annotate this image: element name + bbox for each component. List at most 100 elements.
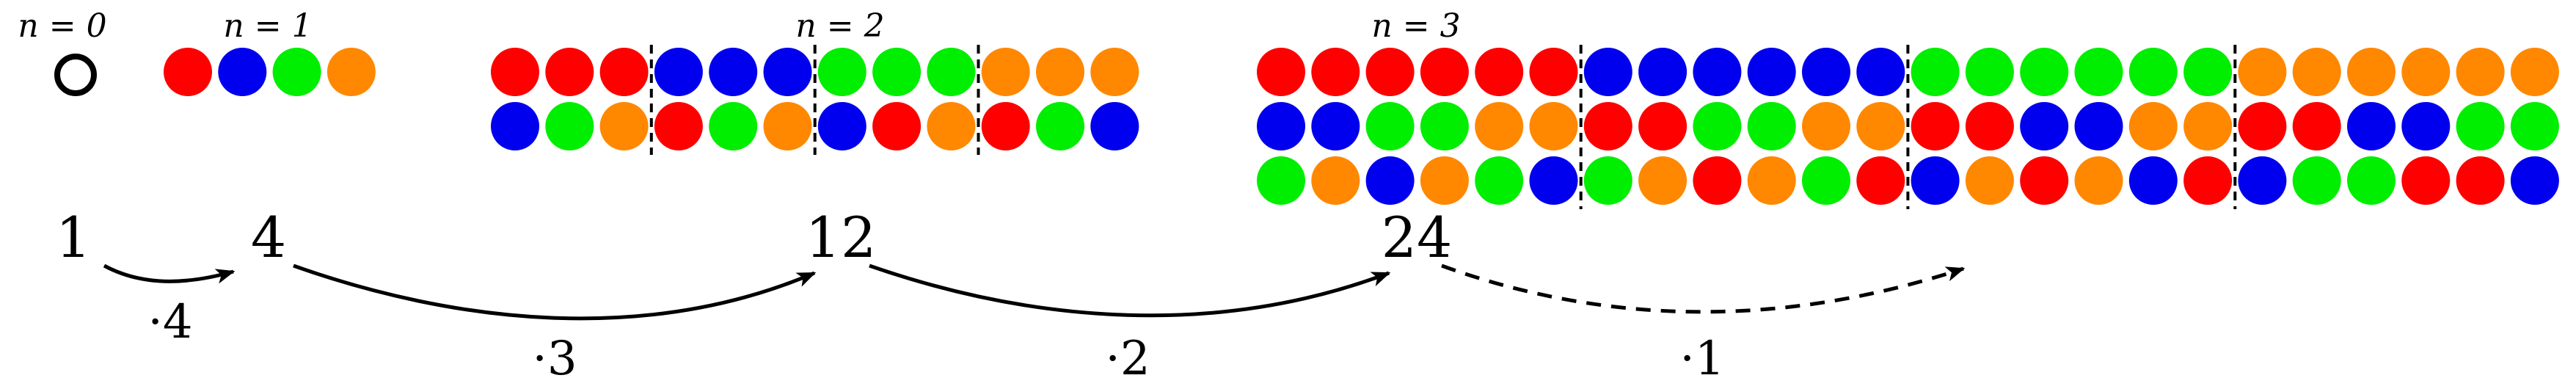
multiplier-3: ·3 bbox=[532, 332, 577, 386]
dot-blue bbox=[1856, 48, 1905, 96]
dot-red bbox=[1965, 102, 2014, 150]
dot-orange bbox=[2347, 48, 2396, 96]
dot-red bbox=[1475, 48, 1524, 96]
dot-orange bbox=[1036, 48, 1084, 96]
dot-red bbox=[1911, 102, 1960, 150]
arrow-4-to-12 bbox=[293, 263, 817, 321]
dot-blue bbox=[1747, 48, 1796, 96]
dot-blue bbox=[763, 48, 812, 96]
dot-green bbox=[2292, 156, 2341, 205]
dot-red bbox=[2183, 156, 2233, 205]
dot-blue bbox=[2401, 102, 2451, 150]
dot-blue bbox=[2020, 102, 2069, 150]
dot-orange bbox=[981, 48, 1030, 96]
dot-green bbox=[872, 48, 922, 96]
dot-green bbox=[1257, 156, 1305, 205]
dot-orange bbox=[2238, 48, 2287, 96]
dot-orange bbox=[1475, 102, 1524, 150]
dot-green bbox=[1965, 48, 2014, 96]
dot-orange bbox=[927, 102, 976, 150]
level-label-n3: n = 3 bbox=[1371, 7, 1460, 45]
dot-red bbox=[2401, 156, 2451, 205]
dot-green bbox=[1802, 156, 1850, 205]
dot-red bbox=[1638, 102, 1687, 150]
dot-blue bbox=[709, 48, 758, 96]
count-n1: 4 bbox=[251, 205, 286, 270]
dot-green bbox=[2128, 48, 2178, 96]
dot-orange bbox=[1529, 102, 1578, 150]
dot-red bbox=[1420, 48, 1469, 96]
empty-arrangement-circle bbox=[54, 54, 97, 96]
dot-green bbox=[1583, 156, 1632, 205]
dot-green bbox=[2183, 48, 2233, 96]
level-label-n1: n = 1 bbox=[223, 7, 312, 45]
dot-blue bbox=[2128, 156, 2178, 205]
dot-blue bbox=[1693, 48, 1742, 96]
dot-red bbox=[1583, 102, 1632, 150]
dot-green bbox=[1036, 102, 1084, 150]
dot-green bbox=[709, 102, 758, 150]
dot-orange bbox=[1856, 102, 1905, 150]
dot-orange bbox=[1965, 156, 2014, 205]
dot-green bbox=[1420, 102, 1469, 150]
dot-orange bbox=[1311, 156, 1360, 205]
dot-green bbox=[545, 102, 594, 150]
dot-orange bbox=[2401, 48, 2451, 96]
dot-red bbox=[1529, 48, 1578, 96]
dot-red bbox=[2020, 156, 2069, 205]
level-label-n0: n = 0 bbox=[18, 7, 106, 45]
dot-blue bbox=[2238, 156, 2287, 205]
dot-red bbox=[2238, 102, 2287, 150]
dot-red bbox=[545, 48, 594, 96]
dot-green bbox=[272, 48, 321, 96]
dot-green bbox=[1693, 102, 1742, 150]
group-separators bbox=[649, 45, 2237, 209]
multiplier-2: ·2 bbox=[1105, 332, 1150, 386]
multiplier-4: ·4 bbox=[147, 295, 192, 349]
dot-blue bbox=[654, 48, 703, 96]
dot-red bbox=[491, 48, 539, 96]
dot-red bbox=[1257, 48, 1305, 96]
dot-orange bbox=[599, 102, 649, 150]
dot-orange bbox=[2128, 102, 2178, 150]
dot-green bbox=[2456, 102, 2505, 150]
dot-blue bbox=[2510, 156, 2559, 205]
dot-red bbox=[1365, 48, 1415, 96]
dot-orange bbox=[326, 48, 376, 96]
dot-red bbox=[2292, 102, 2341, 150]
dot-red bbox=[1311, 48, 1360, 96]
arrow-12-to-24 bbox=[869, 263, 1391, 318]
count-n0: 1 bbox=[56, 205, 91, 270]
dot-blue bbox=[1529, 156, 1578, 205]
dot-orange bbox=[1090, 48, 1139, 96]
arrow-24-dashed bbox=[1441, 263, 1966, 314]
dot-blue bbox=[2347, 102, 2396, 150]
dot-blue bbox=[1365, 156, 1415, 205]
dot-red bbox=[1693, 156, 1742, 205]
dot-red bbox=[654, 102, 703, 150]
level-label-n2: n = 2 bbox=[795, 7, 884, 45]
dot-red bbox=[1856, 156, 1905, 205]
dot-red bbox=[872, 102, 922, 150]
dot-red bbox=[981, 102, 1030, 150]
dot-orange bbox=[2292, 48, 2341, 96]
dot-orange bbox=[2510, 48, 2559, 96]
count-n3: 24 bbox=[1382, 205, 1453, 270]
dot-green bbox=[1365, 102, 1415, 150]
dot-blue bbox=[1257, 102, 1305, 150]
dot-blue bbox=[1911, 156, 1960, 205]
dot-orange bbox=[1420, 156, 1469, 205]
dot-orange bbox=[2456, 48, 2505, 96]
dot-blue bbox=[1638, 48, 1687, 96]
dot-green bbox=[2347, 156, 2396, 205]
dot-blue bbox=[1311, 102, 1360, 150]
dot-orange bbox=[2074, 156, 2123, 205]
dot-blue bbox=[1802, 48, 1850, 96]
dot-blue bbox=[1583, 48, 1632, 96]
dot-orange bbox=[1747, 156, 1796, 205]
dot-blue bbox=[817, 102, 866, 150]
dot-green bbox=[2020, 48, 2069, 96]
dot-orange bbox=[1638, 156, 1687, 205]
dot-green bbox=[1475, 156, 1524, 205]
